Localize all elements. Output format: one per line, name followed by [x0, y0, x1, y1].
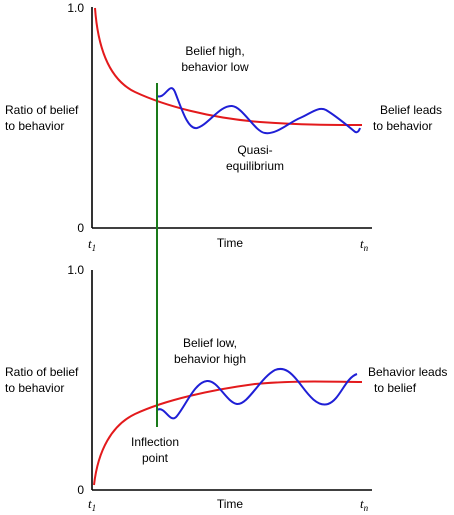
bottom-x-label: Time [217, 497, 244, 511]
bottom-oscillation-curve [156, 368, 358, 420]
top-note-line1: Belief high, [185, 44, 244, 58]
bottom-right-line1: Behavior leads [368, 365, 447, 379]
top-mid-line1: Quasi- [237, 143, 272, 157]
bottom-note-line2: behavior high [174, 352, 246, 366]
top-y-label-line1: Ratio of belief [5, 103, 79, 117]
top-trend-curve [94, 7, 363, 126]
bottom-trend-curve [93, 380, 363, 486]
bottom-tn-label: tn [360, 496, 369, 513]
top-t1-label: t1 [88, 236, 96, 253]
top-y-min-label: 0 [77, 221, 84, 235]
top-x-label: Time [217, 236, 244, 250]
top-oscillation-curve [156, 87, 361, 135]
top-y-label-line2: to behavior [5, 119, 64, 133]
bottom-note-line1: Belief low, [183, 336, 237, 350]
top-mid-line2: equilibrium [226, 159, 284, 173]
bottom-y-label-line1: Ratio of belief [5, 365, 79, 379]
bottom-y-label-line2: to behavior [5, 381, 64, 395]
top-panel: 1.0 0 Ratio of belief to behavior Time t… [5, 1, 442, 253]
bottom-t1-label: t1 [88, 496, 96, 513]
top-right-line2: to behavior [373, 119, 432, 133]
top-note-line2: behavior low [181, 60, 249, 74]
top-y-max-label: 1.0 [67, 1, 84, 15]
top-right-line1: Belief leads [380, 103, 442, 117]
inflection-label-line2: point [142, 451, 169, 465]
bottom-y-max-label: 1.0 [67, 263, 84, 277]
bottom-panel: 1.0 0 Ratio of belief to behavior Time t… [5, 263, 447, 513]
inflection-label-line1: Inflection [131, 435, 179, 449]
bottom-right-line2: to belief [374, 381, 417, 395]
top-tn-label: tn [360, 236, 369, 253]
bottom-y-min-label: 0 [77, 483, 84, 497]
